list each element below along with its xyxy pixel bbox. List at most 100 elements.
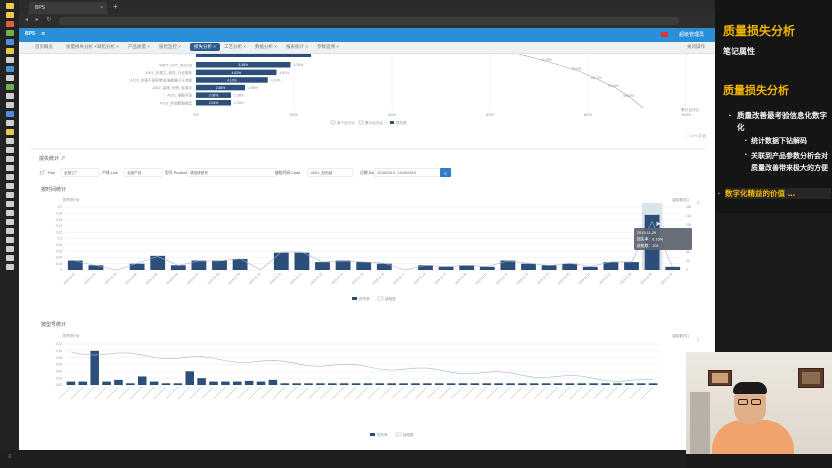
bar[interactable]	[500, 260, 516, 270]
page-tab[interactable]: 缺陷分析 ×	[97, 44, 119, 49]
toolbar-tool-icon[interactable]	[5, 237, 14, 243]
pareto-bar[interactable]	[196, 84, 245, 91]
toolbar-tool-icon[interactable]	[5, 183, 14, 189]
bar[interactable]	[292, 383, 301, 385]
toolbar-tool-icon[interactable]	[5, 264, 14, 270]
bar[interactable]	[494, 383, 503, 385]
bar[interactable]	[553, 383, 563, 385]
toolbar-tool-icon[interactable]	[5, 102, 14, 108]
toolbar-tool-icon[interactable]	[5, 66, 14, 72]
user-name[interactable]: 超级管理员	[679, 32, 705, 38]
toolbar-tool-icon[interactable]	[5, 111, 14, 117]
pareto-bar[interactable]	[196, 69, 277, 76]
browser-tab[interactable]: BPS ×	[29, 2, 107, 14]
toolbar-tool-icon[interactable]	[5, 201, 14, 207]
url-field[interactable]	[59, 17, 679, 25]
toolbar-tool-icon[interactable]	[5, 84, 14, 90]
toolbar-tool-icon[interactable]	[5, 120, 14, 126]
bar[interactable]	[479, 266, 495, 270]
bar[interactable]	[387, 383, 396, 385]
search-button[interactable]	[440, 168, 451, 177]
bar[interactable]	[316, 383, 325, 385]
toolbar-tool-icon[interactable]	[5, 12, 14, 18]
bar[interactable]	[438, 266, 454, 270]
filter-field[interactable]	[307, 168, 354, 177]
bar[interactable]	[191, 260, 207, 270]
bar[interactable]	[232, 381, 242, 385]
toolbar-tool-icon[interactable]	[5, 210, 14, 216]
toolbar-tool-icon[interactable]	[5, 30, 14, 36]
bar[interactable]	[161, 383, 171, 385]
bar[interactable]	[294, 252, 310, 270]
toolbar-tool-icon[interactable]	[5, 3, 14, 9]
bar[interactable]	[541, 383, 551, 385]
page-tab[interactable]: 质量损失分析 ×	[66, 44, 97, 49]
download-icon[interactable]: ⤓	[697, 199, 700, 205]
bar[interactable]	[589, 383, 598, 385]
bar[interactable]	[170, 265, 186, 270]
pareto-bar[interactable]	[196, 100, 231, 106]
page-tab[interactable]: 报表统计 ×	[286, 44, 308, 49]
page-tab[interactable]: 工艺分析 ×	[224, 44, 246, 49]
bar[interactable]	[351, 383, 361, 385]
bar[interactable]	[212, 260, 227, 270]
toolbar-tool-icon[interactable]	[5, 192, 14, 198]
bar[interactable]	[256, 381, 266, 385]
page-tab[interactable]: 损失分析 ×	[190, 43, 220, 51]
bar[interactable]	[328, 383, 337, 385]
bar[interactable]	[446, 383, 456, 385]
bar[interactable]	[470, 383, 480, 385]
bar[interactable]	[102, 381, 111, 385]
bar[interactable]	[562, 263, 578, 270]
toolbar-tool-icon[interactable]	[5, 48, 14, 54]
bar[interactable]	[78, 381, 88, 385]
toolbar-tool-icon[interactable]	[5, 246, 14, 252]
pareto-bar[interactable]	[196, 77, 268, 83]
bar[interactable]	[411, 383, 420, 385]
bar[interactable]	[335, 260, 351, 270]
bar[interactable]	[482, 383, 492, 385]
new-tab-button[interactable]: +	[113, 2, 118, 11]
bar[interactable]	[304, 383, 313, 385]
filter-field[interactable]	[186, 168, 278, 177]
toolbar-tool-icon[interactable]	[5, 156, 14, 162]
bar[interactable]	[126, 383, 135, 385]
page-tab[interactable]: 首页概览	[35, 44, 53, 49]
bar[interactable]	[363, 383, 373, 385]
bar[interactable]	[375, 383, 385, 385]
search-icon[interactable]: ⌕	[444, 171, 447, 177]
filter-field[interactable]	[60, 168, 100, 177]
bar[interactable]	[603, 262, 619, 270]
download-icon[interactable]: ⤓	[697, 336, 700, 342]
pareto-bar[interactable]	[196, 92, 231, 98]
toolbar-tool-icon[interactable]	[5, 228, 14, 234]
bar[interactable]	[459, 265, 475, 270]
bar[interactable]	[665, 266, 681, 270]
toolbar-tool-icon[interactable]	[5, 57, 14, 63]
bar[interactable]	[88, 265, 104, 270]
close-icon[interactable]: ×	[100, 5, 103, 11]
bar[interactable]	[173, 383, 183, 385]
bar[interactable]	[273, 252, 289, 270]
bar[interactable]	[356, 262, 372, 270]
bar[interactable]	[518, 383, 527, 385]
bar[interactable]	[423, 383, 432, 385]
bar[interactable]	[521, 263, 536, 270]
bar[interactable]	[149, 381, 159, 385]
toolbar-tool-icon[interactable]	[5, 219, 14, 225]
toolbar-tool-icon[interactable]	[5, 39, 14, 45]
page-tab[interactable]: 数据分析 ×	[255, 44, 277, 49]
bar[interactable]	[197, 378, 206, 385]
toolbar-tool-icon[interactable]	[5, 75, 14, 81]
bar[interactable]	[67, 260, 83, 270]
bar[interactable]	[458, 383, 468, 385]
bar[interactable]	[376, 263, 392, 270]
bar[interactable]	[244, 380, 254, 385]
toolbar-tool-icon[interactable]	[5, 138, 14, 144]
bar[interactable]	[129, 263, 145, 270]
menu-icon[interactable]: ≡	[41, 31, 46, 38]
bar[interactable]	[577, 383, 587, 385]
toolbar-tool-icon[interactable]	[5, 93, 14, 99]
page-tab[interactable]: 质检监控 ×	[159, 44, 181, 49]
pareto-bar[interactable]	[196, 62, 291, 68]
